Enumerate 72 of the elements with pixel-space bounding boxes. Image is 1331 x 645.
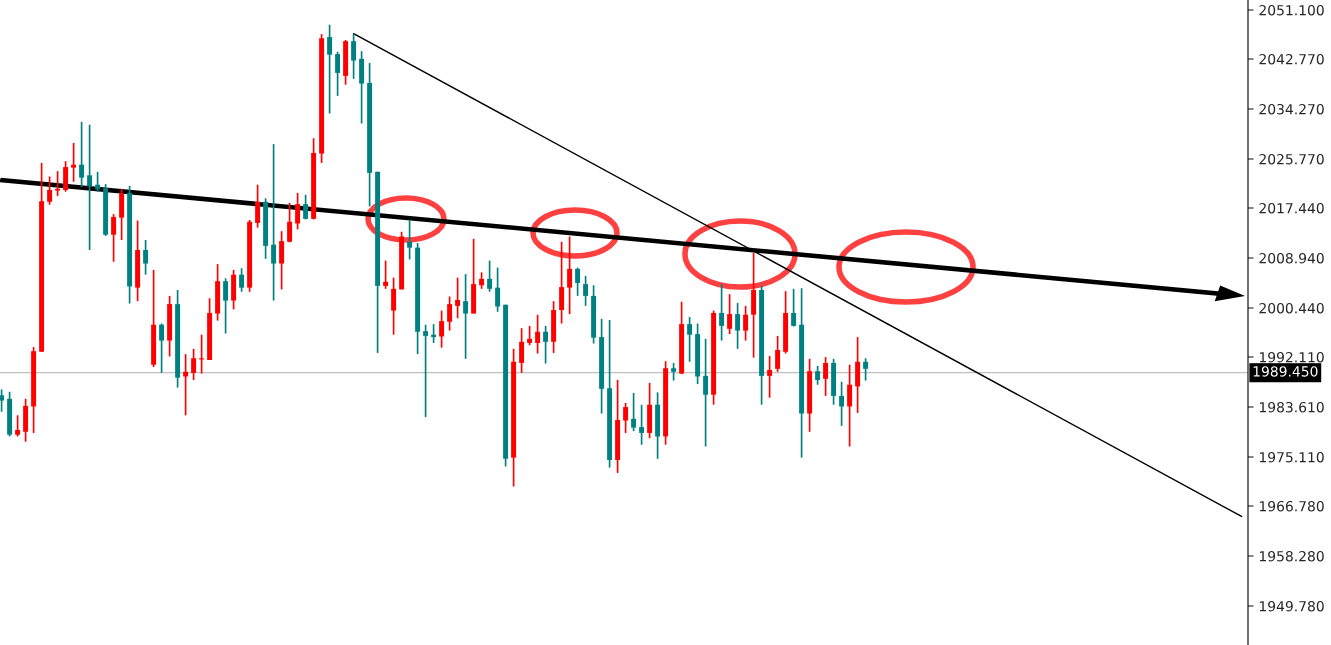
candlestick: [295, 192, 301, 231]
candlestick: [159, 322, 165, 374]
candlestick: [423, 323, 429, 418]
y-tick-label: 1958.280: [1259, 550, 1324, 562]
candlestick: [567, 235, 573, 315]
candlestick: [47, 175, 53, 206]
candlestick: [0, 388, 5, 413]
candlestick: [815, 365, 821, 386]
candlestick: [87, 123, 93, 251]
ref-line-label: 1989.450: [1253, 366, 1318, 377]
y-tick-label: 2034.270: [1259, 103, 1324, 115]
candlestick: [455, 276, 461, 320]
candlestick: [255, 183, 261, 229]
candlestick: [279, 230, 285, 291]
candlestick: [575, 266, 581, 297]
candlestick: [55, 170, 61, 197]
candlestick: [327, 23, 333, 115]
candlestick: [15, 414, 21, 438]
candlestick: [775, 335, 781, 373]
candlestick: [335, 50, 341, 97]
y-tick-label: 1966.780: [1259, 500, 1324, 512]
y-tick-label: 1983.610: [1259, 401, 1324, 413]
candlestick: [543, 325, 549, 365]
candlestick: [439, 309, 445, 349]
candlestick: [535, 313, 541, 355]
candlestick: [351, 32, 357, 80]
candlestick: [631, 392, 637, 433]
candlestick: [823, 356, 829, 397]
candlestick: [191, 347, 197, 381]
candlestick: [863, 357, 869, 382]
y-tick-label: 1975.110: [1259, 451, 1324, 463]
candlestick: [407, 219, 413, 261]
candlestick: [495, 266, 501, 313]
candlestick: [623, 402, 629, 434]
candlestick: [63, 160, 69, 193]
y-tick-label: 2000.440: [1259, 302, 1324, 314]
candlestick: [519, 327, 525, 374]
candlestick: [447, 295, 453, 332]
candlestick: [847, 363, 853, 448]
y-tick-label: 2042.770: [1259, 53, 1324, 65]
candlestick: [791, 287, 797, 328]
candlestick: [639, 403, 645, 446]
candlestick: [767, 355, 773, 399]
candlestick: [527, 325, 533, 347]
candlestick: [391, 276, 397, 336]
candlestick: [303, 193, 309, 221]
candlestick: [839, 380, 845, 427]
candlestick: [111, 213, 117, 263]
candlestick: [487, 259, 493, 293]
candlestick: [463, 273, 469, 360]
candlestick: [71, 142, 77, 183]
candlestick: [727, 293, 733, 335]
y-tick-label: 2017.440: [1259, 202, 1324, 214]
candlestick: [79, 120, 85, 188]
candlestick: [583, 275, 589, 307]
y-tick-label: 1992.110: [1259, 351, 1324, 363]
candlestick: [383, 259, 389, 290]
candlestick: [271, 143, 277, 302]
candlestick: [143, 239, 149, 276]
candlestick: [287, 202, 293, 244]
candlestick: [743, 305, 749, 342]
y-tick-label: 2008.940: [1259, 252, 1324, 264]
y-tick-label: 2025.770: [1259, 153, 1324, 165]
candlestick: [239, 267, 245, 293]
candlestick: [687, 316, 693, 363]
y-tick-label: 2051.100: [1259, 4, 1324, 16]
candlestick: [223, 277, 229, 335]
candlestick: [703, 337, 709, 448]
candlestick: [719, 283, 725, 342]
y-tick-label: 1949.780: [1259, 600, 1324, 612]
candlestick: [735, 302, 741, 350]
candlestick: [559, 240, 565, 325]
